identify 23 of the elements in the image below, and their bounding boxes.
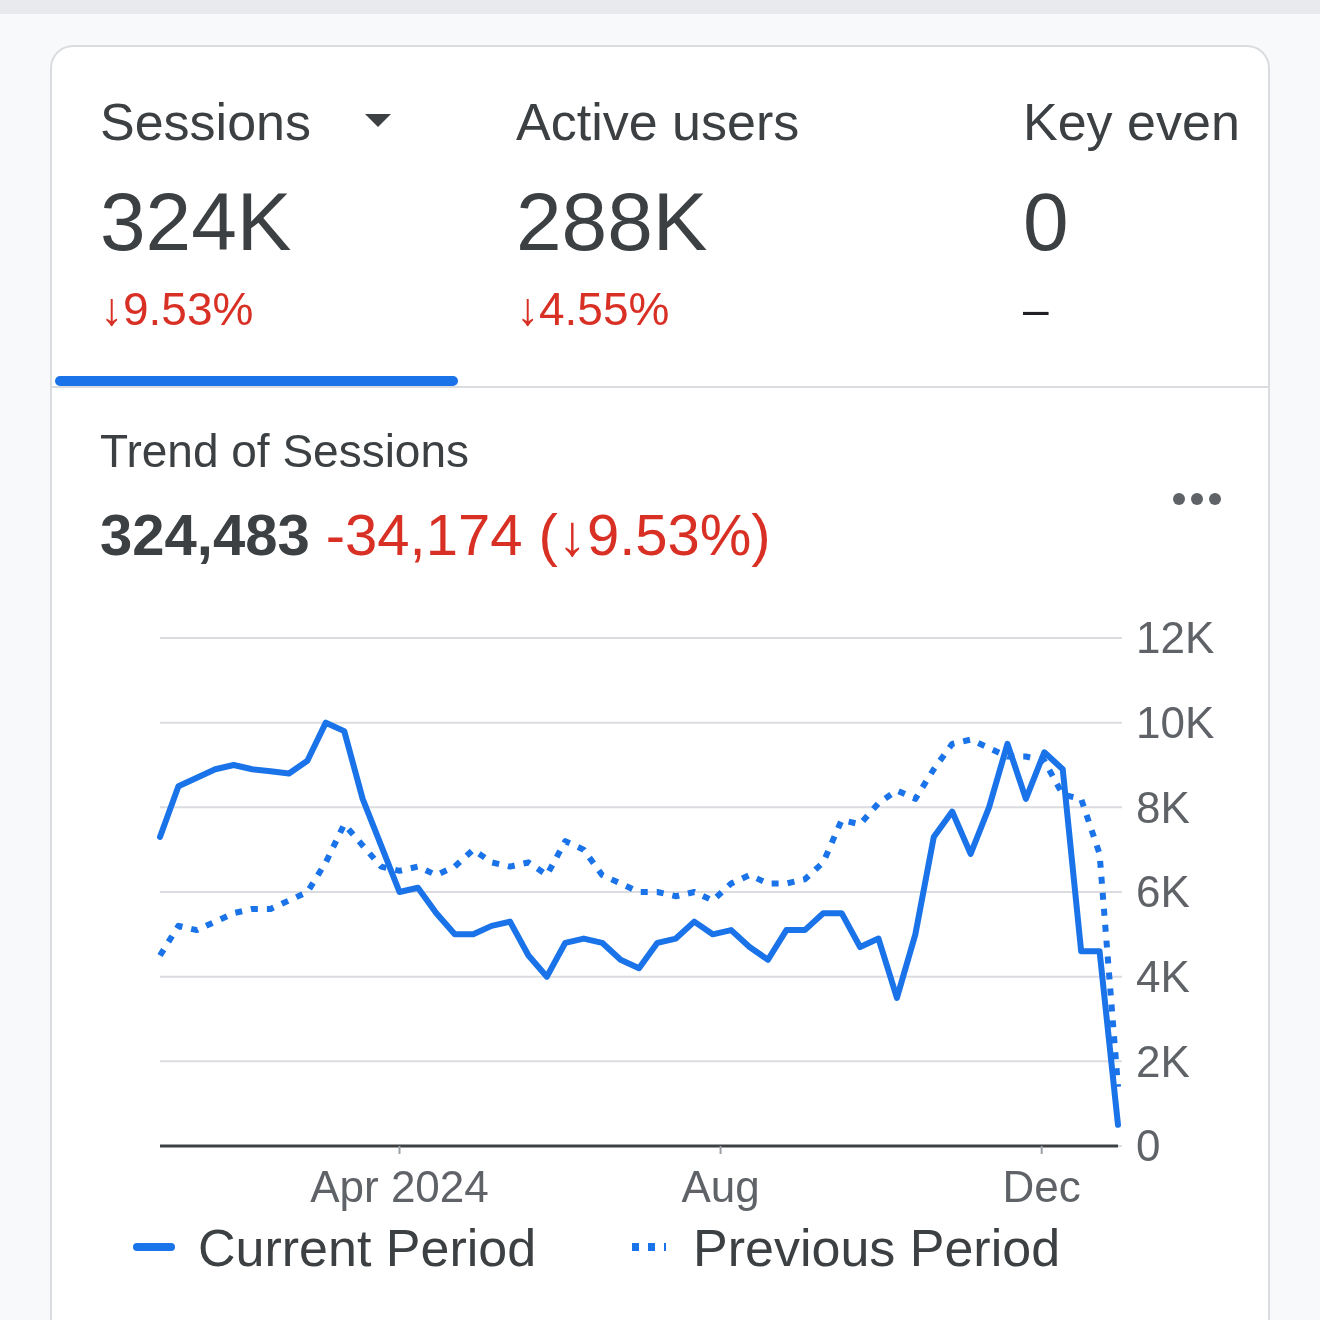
y-tick-label: 12K (1136, 613, 1215, 663)
text: Active users (516, 93, 800, 151)
y-tick-label: 0 (1136, 1121, 1161, 1171)
legend-label: Current Period (198, 1219, 537, 1277)
y-tick-label: 6K (1136, 867, 1190, 917)
y-tick-label: 2K (1136, 1036, 1190, 1086)
chart-title: Trend of Sessions (100, 425, 470, 477)
x-tick-label: Apr 2024 (310, 1162, 489, 1211)
text: – (1023, 283, 1049, 335)
text: 0 (1023, 176, 1069, 267)
y-tick-label: 8K (1136, 782, 1190, 832)
y-tick-label: 4K (1136, 952, 1190, 1002)
text: ↓4.55% (516, 283, 670, 335)
chart-subtitle: 324,483 -34,174 (↓9.53%) (100, 502, 771, 567)
x-tick-label: Aug (681, 1162, 760, 1211)
text: Sessions (100, 93, 311, 151)
y-tick-label: 10K (1136, 698, 1215, 748)
legend-label: Previous Period (693, 1219, 1061, 1277)
text: 288K (516, 176, 708, 267)
text: 324K (100, 176, 292, 267)
text: ↓9.53% (100, 283, 254, 335)
text: Key even (1023, 93, 1240, 151)
x-tick-label: Dec (1002, 1162, 1081, 1211)
